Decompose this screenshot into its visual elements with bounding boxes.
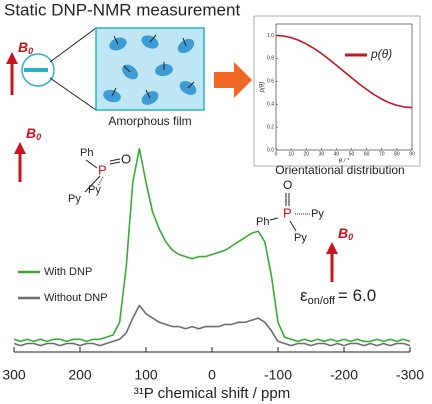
x-tick-label: 0	[275, 151, 278, 157]
x-tick-label: 80	[394, 151, 400, 157]
x-tick-label: 20	[303, 151, 309, 157]
po-bonds	[111, 34, 195, 99]
field-label: B0	[18, 39, 33, 57]
x-tick-label: 200	[68, 367, 92, 383]
molecule-bonds	[269, 193, 310, 232]
x-tick-label: 50	[349, 151, 355, 157]
x-tick-label: 30	[319, 151, 325, 157]
x-tick-label: 0	[208, 367, 216, 383]
x-tick-label: 40	[334, 151, 340, 157]
atom-label: Py	[294, 232, 307, 244]
x-tick-label: -300	[396, 367, 424, 383]
atom-label: Py	[88, 184, 101, 196]
atom-label: P	[283, 205, 292, 220]
atom-label: P	[98, 162, 107, 177]
zoom-line	[49, 77, 97, 111]
y-tick-label: 0.8	[267, 56, 274, 62]
atom-label: O	[283, 178, 292, 192]
y-tick-label: 0.4	[267, 102, 274, 108]
process-arrow	[214, 62, 252, 98]
figure-title: Static DNP-NMR measurement	[4, 0, 240, 19]
x-tick-label: 10	[288, 151, 294, 157]
field-label: B0	[338, 225, 353, 243]
plot-frame	[275, 23, 413, 151]
y-tick-label: 0.6	[267, 79, 274, 85]
y-axis-label: p(θ)	[260, 82, 266, 94]
legend-label: With DNP	[44, 266, 92, 278]
x-tick-label: 100	[134, 367, 158, 383]
inset-frame	[253, 15, 421, 167]
series-line	[13, 147, 411, 343]
x-tick-label: 60	[364, 151, 370, 157]
atom-label: Ph	[256, 216, 269, 228]
x-axis-label: ³¹P chemical shift / ppm	[134, 385, 290, 402]
film-label: Amorphous film	[108, 114, 191, 128]
inset-caption: Orientational distribution	[275, 163, 404, 177]
atom-label: Py	[311, 208, 324, 220]
x-tick-label: 300	[2, 367, 26, 383]
legend-label: p(θ)	[370, 47, 392, 61]
series-line	[275, 34, 413, 109]
x-tick-label: -100	[264, 367, 292, 383]
molecule-bonds	[84, 158, 121, 193]
atom-label: O	[121, 151, 131, 166]
series-line	[13, 304, 411, 347]
x-tick-label: -200	[330, 367, 358, 383]
x-tick-label: 90	[409, 151, 415, 157]
zoom-line	[49, 27, 97, 63]
sample-circle	[21, 53, 55, 87]
atom-label: Py	[68, 193, 81, 205]
y-tick-label: 0.0	[267, 147, 274, 153]
y-tick-label: 1.0	[267, 33, 274, 39]
field-label: B0	[26, 125, 41, 143]
x-tick-label: 70	[379, 151, 385, 157]
x-axis-label: θ / °	[339, 159, 350, 165]
enhancement-label: εon/off = 6.0	[300, 286, 376, 306]
y-tick-label: 0.2	[267, 124, 274, 130]
legend-label: Without DNP	[44, 292, 108, 304]
atom-label: Ph	[80, 147, 93, 159]
